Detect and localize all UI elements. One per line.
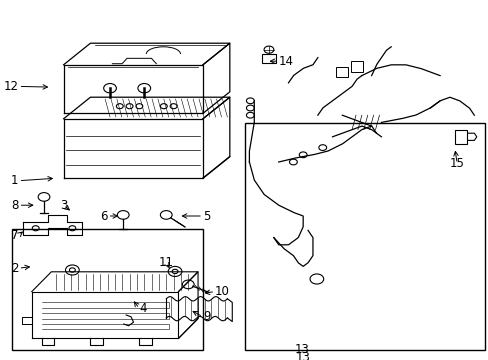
Text: 11: 11 [159, 256, 173, 269]
Bar [261, 54, 276, 63]
Text: 9: 9 [203, 310, 210, 323]
Text: 8: 8 [11, 199, 19, 212]
Bar [245, 123, 484, 350]
Bar [454, 130, 466, 144]
Text: 5: 5 [203, 210, 210, 222]
Text: 10: 10 [215, 285, 229, 298]
Bar [12, 229, 203, 350]
Text: 1: 1 [11, 174, 19, 187]
Bar [350, 61, 362, 72]
Text: 13: 13 [294, 343, 309, 356]
Text: 2: 2 [11, 262, 19, 275]
Text: 6: 6 [100, 210, 107, 222]
Text: 13: 13 [295, 351, 310, 360]
Bar [336, 67, 347, 77]
Text: 4: 4 [139, 302, 146, 315]
Text: 3: 3 [60, 199, 67, 212]
Text: 12: 12 [3, 80, 19, 93]
Text: 7: 7 [11, 229, 19, 242]
Text: 15: 15 [449, 157, 464, 170]
Text: 14: 14 [278, 55, 293, 68]
